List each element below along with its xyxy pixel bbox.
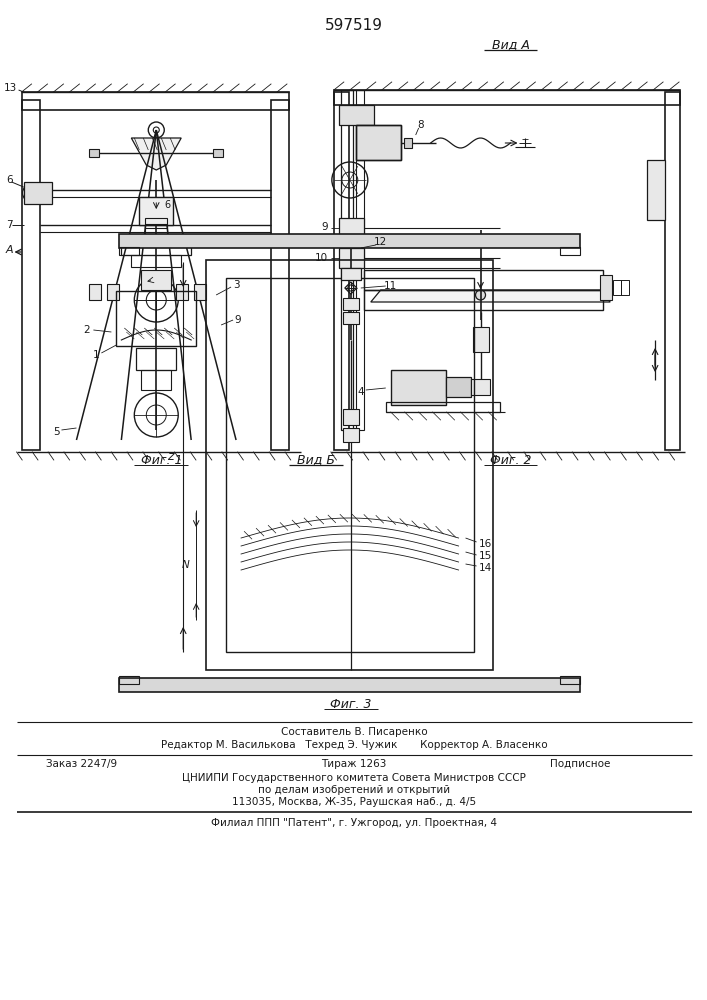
Bar: [22, 92, 289, 110]
Bar: [139, 197, 173, 225]
Bar: [600, 275, 612, 300]
Bar: [136, 348, 176, 370]
Text: Вид Б: Вид Б: [297, 454, 335, 466]
Bar: [89, 149, 100, 157]
Text: Заказ 2247/9: Заказ 2247/9: [46, 759, 117, 769]
Bar: [23, 182, 52, 204]
Bar: [122, 243, 191, 255]
Bar: [119, 247, 139, 255]
Text: 597519: 597519: [325, 18, 382, 33]
Text: Фиг. 2: Фиг. 2: [490, 454, 531, 466]
Text: 9: 9: [321, 222, 328, 232]
Polygon shape: [370, 290, 610, 302]
Bar: [356, 90, 364, 430]
Text: 7: 7: [6, 220, 13, 230]
Bar: [561, 247, 580, 255]
Bar: [386, 402, 501, 412]
Bar: [194, 284, 206, 300]
Bar: [445, 377, 471, 397]
Bar: [176, 284, 188, 300]
Bar: [621, 280, 629, 295]
Bar: [341, 90, 353, 430]
Polygon shape: [345, 282, 357, 294]
Bar: [119, 678, 580, 692]
Text: 2: 2: [83, 325, 90, 335]
Text: Подписное: Подписное: [550, 759, 610, 769]
Bar: [146, 218, 168, 228]
Text: Вид А: Вид А: [491, 38, 530, 51]
Bar: [613, 280, 621, 295]
Text: 5: 5: [53, 427, 60, 437]
Text: 16: 16: [479, 539, 492, 549]
Bar: [356, 125, 401, 160]
Bar: [404, 138, 411, 148]
Text: 113035, Москва, Ж-35, Раушская наб., д. 4/5: 113035, Москва, Ж-35, Раушская наб., д. …: [232, 797, 476, 807]
Text: 10: 10: [315, 253, 328, 263]
Bar: [343, 298, 358, 310]
Text: 6: 6: [164, 200, 170, 210]
Bar: [391, 370, 445, 405]
Bar: [213, 149, 223, 157]
Bar: [364, 290, 603, 310]
Polygon shape: [132, 138, 181, 170]
Bar: [141, 370, 171, 390]
Circle shape: [476, 290, 486, 300]
Text: 11: 11: [384, 281, 397, 291]
Bar: [343, 409, 358, 425]
Bar: [119, 676, 139, 684]
Text: А: А: [6, 245, 13, 255]
Bar: [339, 248, 364, 268]
Bar: [334, 92, 349, 450]
Text: 9: 9: [235, 315, 241, 325]
Text: N: N: [182, 560, 189, 570]
Text: 15: 15: [479, 551, 492, 561]
Bar: [343, 428, 358, 442]
Text: Составитель В. Писаренко: Составитель В. Писаренко: [281, 727, 427, 737]
Text: по делам изобретений и открытий: по делам изобретений и открытий: [258, 785, 450, 795]
Bar: [364, 270, 603, 290]
Bar: [472, 327, 489, 352]
Text: 4: 4: [358, 387, 364, 397]
Text: z: z: [167, 450, 173, 464]
Bar: [206, 260, 493, 670]
Bar: [132, 255, 181, 267]
Text: Фиг. 1: Фиг. 1: [141, 454, 182, 466]
Text: 12: 12: [374, 237, 387, 247]
Bar: [117, 291, 196, 346]
Text: 1: 1: [93, 350, 100, 360]
Bar: [141, 270, 171, 290]
Bar: [339, 105, 374, 125]
Text: 8: 8: [417, 120, 424, 130]
Bar: [647, 160, 665, 220]
Bar: [356, 125, 401, 160]
Bar: [334, 90, 680, 105]
Text: 13: 13: [4, 83, 16, 93]
Bar: [471, 379, 491, 395]
Text: 14: 14: [479, 563, 492, 573]
Bar: [89, 284, 101, 300]
Bar: [561, 676, 580, 684]
Bar: [343, 312, 358, 324]
Bar: [341, 268, 361, 280]
Text: 6: 6: [6, 175, 13, 185]
Bar: [22, 100, 40, 450]
Text: ЦНИИПИ Государственного комитета Совета Министров СССР: ЦНИИПИ Государственного комитета Совета …: [182, 773, 526, 783]
Bar: [271, 100, 289, 450]
Text: 3: 3: [233, 280, 240, 290]
Bar: [107, 284, 119, 300]
Bar: [665, 92, 680, 450]
Text: Филиал ППП "Патент", г. Ужгород, ул. Проектная, 4: Филиал ППП "Патент", г. Ужгород, ул. Про…: [211, 818, 497, 828]
Text: Редактор М. Василькова   Техред Э. Чужик       Корректор А. Власенко: Редактор М. Василькова Техред Э. Чужик К…: [160, 740, 547, 750]
Text: Фиг. 3: Фиг. 3: [330, 698, 372, 710]
Text: Тираж 1263: Тираж 1263: [321, 759, 387, 769]
Bar: [146, 224, 168, 234]
Bar: [119, 234, 580, 248]
Bar: [339, 218, 364, 238]
Bar: [226, 278, 474, 652]
